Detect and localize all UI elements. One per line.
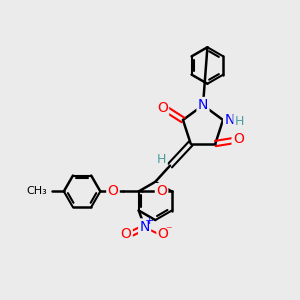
Text: N: N xyxy=(140,220,150,234)
Text: O: O xyxy=(158,227,169,241)
Text: N: N xyxy=(224,113,235,127)
Text: +: + xyxy=(145,216,154,226)
Text: ⁻: ⁻ xyxy=(165,224,172,237)
Text: H: H xyxy=(235,115,244,128)
Text: O: O xyxy=(233,132,244,146)
Text: O: O xyxy=(107,184,118,198)
Text: O: O xyxy=(121,227,131,241)
Text: O: O xyxy=(156,184,167,198)
Text: O: O xyxy=(157,101,168,115)
Text: CH₃: CH₃ xyxy=(27,186,48,197)
Text: H: H xyxy=(157,153,167,166)
Text: N: N xyxy=(198,98,208,112)
